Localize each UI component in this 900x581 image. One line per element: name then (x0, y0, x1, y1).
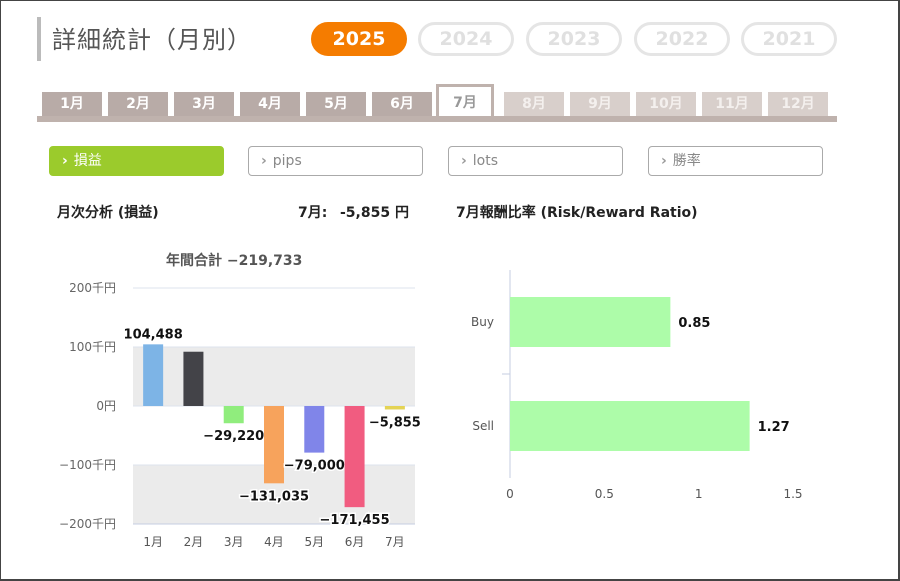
x-tick-label: 2月 (184, 535, 204, 549)
chevron-right-icon: › (461, 153, 467, 169)
y-category-label: Sell (472, 419, 494, 433)
metric-button-0[interactable]: › 損益 (49, 146, 224, 176)
x-tick-label: 6月 (345, 535, 365, 549)
x-tick-label: 5月 (304, 535, 324, 549)
y-category-label: Buy (471, 315, 494, 329)
month-tab-6[interactable]: 6月 (372, 92, 432, 117)
rr-bar-sell (510, 401, 750, 451)
x-tick-label: 3月 (224, 535, 244, 549)
current-month-value: -5,855 円 (340, 205, 409, 221)
annual-total: 年間合計 −219,733 (166, 253, 303, 269)
metric-button-2[interactable]: › lots (448, 146, 623, 176)
month-tab-2[interactable]: 2月 (108, 92, 168, 117)
month-tab-7[interactable]: 7月 (436, 84, 494, 120)
title-accent-bar (37, 17, 41, 61)
data-label: −29,220 (203, 429, 264, 444)
bar-7 (384, 406, 405, 410)
month-tab-11[interactable]: 11月 (702, 92, 762, 117)
risk-reward-chart: 0 0.5 1 1.5 Buy 0.85 Sell 1.27 (471, 270, 803, 501)
chevron-right-icon: › (661, 153, 667, 169)
page-title: 詳細統計（月別） (52, 26, 252, 54)
monthly-analysis-heading: 月次分析 (損益) (57, 205, 159, 221)
data-label: 1.27 (758, 420, 790, 435)
month-tab-9[interactable]: 9月 (570, 92, 630, 117)
bar-1 (143, 344, 164, 406)
monthly-pnl-chart: 200千円 100千円 0円 −100千円 −200千円 1月 104,488 2月 3月 −29… (59, 281, 422, 549)
year-button-2022[interactable]: 2022 (634, 22, 730, 56)
month-tab-10[interactable]: 10月 (636, 92, 696, 117)
y-tick-label: 100千円 (69, 340, 116, 354)
x-tick-label: 1.5 (783, 487, 802, 501)
chevron-right-icon: › (62, 153, 68, 169)
month-tab-8[interactable]: 8月 (504, 92, 564, 117)
rr-bar-buy (510, 297, 671, 347)
metric-label: 損益 (73, 153, 102, 169)
year-button-2025[interactable]: 2025 (311, 22, 407, 56)
data-label: 0.85 (678, 316, 710, 331)
x-tick-label: 0.5 (595, 487, 614, 501)
x-tick-label: 1 (695, 487, 703, 501)
month-tab-1[interactable]: 1月 (42, 92, 102, 117)
x-tick-label: 0 (506, 487, 514, 501)
x-tick-label: 7月 (385, 535, 405, 549)
bar-5 (304, 406, 325, 453)
bar-4 (264, 406, 284, 484)
bar-2 (183, 351, 204, 406)
chevron-right-icon: › (261, 153, 267, 169)
x-tick-label: 4月 (264, 535, 284, 549)
metric-label: pips (272, 153, 302, 169)
bar-3 (223, 406, 244, 424)
month-tab-5[interactable]: 5月 (306, 92, 366, 117)
band-upper (133, 347, 415, 406)
month-tab-underline (37, 116, 837, 122)
data-label: −5,855 (369, 415, 421, 430)
month-tab-3[interactable]: 3月 (174, 92, 234, 117)
metric-label: 勝率 (672, 153, 701, 169)
y-tick-label: 0円 (96, 399, 116, 413)
data-label: 104,488 (124, 327, 183, 342)
year-button-2023[interactable]: 2023 (526, 22, 622, 56)
data-label: −171,455 (320, 513, 390, 528)
rr-heading: 7月報酬比率 (Risk/Reward Ratio) (456, 205, 698, 221)
metric-label: lots (472, 153, 499, 169)
current-month-label: 7月: (298, 205, 328, 221)
month-tab-4[interactable]: 4月 (240, 92, 300, 117)
month-tab-12[interactable]: 12月 (768, 92, 828, 117)
y-tick-label: −200千円 (59, 517, 116, 531)
year-button-2021[interactable]: 2021 (741, 22, 837, 56)
data-label: −79,000 (284, 459, 345, 474)
x-tick-label: 1月 (143, 535, 163, 549)
data-label: −131,035 (239, 489, 309, 504)
metric-button-3[interactable]: › 勝率 (648, 146, 823, 176)
bar-6 (344, 406, 365, 508)
y-tick-label: 200千円 (69, 281, 116, 295)
year-button-2024[interactable]: 2024 (418, 22, 514, 56)
y-tick-label: −100千円 (59, 458, 116, 472)
metric-button-1[interactable]: › pips (248, 146, 423, 176)
